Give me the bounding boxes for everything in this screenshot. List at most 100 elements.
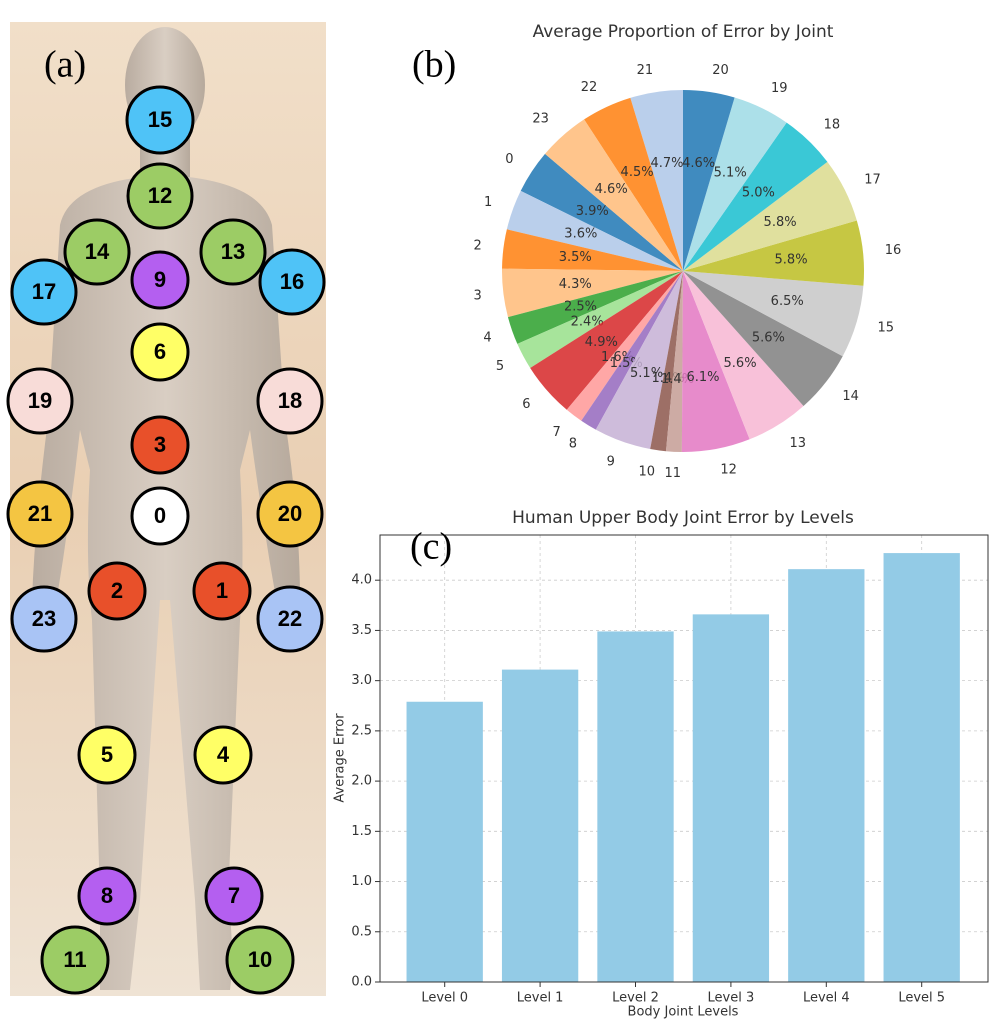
joint-marker xyxy=(6,367,74,435)
joint-marker xyxy=(204,866,264,926)
joint-label: 11 xyxy=(63,947,86,972)
value-label: 4.5% xyxy=(621,165,654,180)
value-label: 4.3% xyxy=(559,277,592,292)
x-tick-label: Level 3 xyxy=(708,991,755,1006)
joint-label: 3 xyxy=(154,432,166,457)
pie-slice xyxy=(665,271,683,452)
joint-label: 0 xyxy=(154,503,166,528)
value-label: 2.4% xyxy=(571,315,604,330)
x-tick-label: Level 4 xyxy=(803,991,850,1006)
pie-slice xyxy=(507,271,683,344)
joint-label: 4 xyxy=(217,742,230,767)
slice-label: 9 xyxy=(607,454,615,469)
bar xyxy=(406,701,483,982)
slice-label: 14 xyxy=(842,389,859,404)
value-label: 5.6% xyxy=(724,356,757,371)
joint-marker xyxy=(193,725,253,785)
pie-slice xyxy=(506,190,683,271)
value-label: 6.1% xyxy=(686,370,719,385)
pie-slice xyxy=(584,97,683,272)
slice-label: 8 xyxy=(569,436,577,451)
panel-label: (a) xyxy=(44,44,86,86)
joint-marker xyxy=(256,585,324,653)
y-tick-label: 2.0 xyxy=(351,774,372,789)
joint-label: 2 xyxy=(111,578,123,603)
joint-label: 7 xyxy=(228,883,240,908)
slice-label: 3 xyxy=(474,288,482,303)
joint-label: 8 xyxy=(101,883,113,908)
value-label: 3.9% xyxy=(576,204,609,219)
joint-marker xyxy=(225,925,295,995)
bar xyxy=(788,569,865,982)
joint-label: 10 xyxy=(248,947,272,972)
pie-slice xyxy=(595,271,683,450)
x-tick-label: Level 5 xyxy=(898,991,945,1006)
value-label: 5.8% xyxy=(775,253,808,268)
value-label: 3.5% xyxy=(559,250,592,265)
pie-slice xyxy=(683,271,864,357)
bar xyxy=(692,614,770,982)
value-label: 3.6% xyxy=(564,227,597,242)
joint-marker xyxy=(199,218,267,286)
slice-label: 12 xyxy=(720,463,737,478)
joint-label: 1 xyxy=(216,578,228,603)
joint-label: 15 xyxy=(148,107,172,132)
joint-marker xyxy=(126,162,194,230)
joint-label: 13 xyxy=(221,239,245,264)
pie-slice xyxy=(502,268,683,318)
pie: 03.9%13.6%23.5%34.3%42.5%52.4%64.9%71.6%… xyxy=(474,63,902,481)
bar xyxy=(883,553,960,982)
pie-slice xyxy=(683,122,828,271)
pie-slice xyxy=(683,97,787,271)
slice-label: 21 xyxy=(637,63,654,78)
joint-marker xyxy=(125,85,195,155)
value-label: 4.6% xyxy=(595,182,628,197)
y-tick-label: 2.5 xyxy=(351,723,372,738)
slice-label: 11 xyxy=(665,466,682,481)
joint-marker xyxy=(192,561,252,621)
slice-label: 6 xyxy=(522,397,530,412)
joint-label: 18 xyxy=(278,388,302,413)
pie-slice xyxy=(683,220,865,286)
pie-slice xyxy=(566,271,683,421)
slice-label: 4 xyxy=(483,330,491,345)
value-label: 4.6% xyxy=(682,156,715,171)
slice-label: 19 xyxy=(771,81,788,96)
joint-marker xyxy=(77,866,137,926)
pie-slice xyxy=(520,153,683,271)
joint-label: 21 xyxy=(28,501,52,526)
joint-label: 23 xyxy=(32,606,56,631)
joint-label: 16 xyxy=(280,269,304,294)
slice-label: 23 xyxy=(532,111,549,126)
value-label: 4.9% xyxy=(585,335,618,350)
pie-slice xyxy=(517,271,683,368)
joint-marker xyxy=(130,322,190,382)
slice-label: 18 xyxy=(824,117,841,132)
bar xyxy=(501,669,579,982)
slice-label: 13 xyxy=(789,436,806,451)
joint-marker xyxy=(130,250,190,310)
value-label: 5.0% xyxy=(742,185,775,200)
joint-marker xyxy=(10,585,78,653)
slice-label: 20 xyxy=(712,63,729,78)
joint-marker xyxy=(6,480,74,548)
pie-slice xyxy=(683,90,735,271)
slice-label: 5 xyxy=(496,359,504,374)
x-tick-label: Level 0 xyxy=(421,991,468,1006)
joint-marker xyxy=(256,480,324,548)
pie-slice xyxy=(681,271,750,452)
joint-marker xyxy=(87,561,147,621)
slice-label: 15 xyxy=(877,321,894,336)
y-axis-label: Average Error xyxy=(333,713,348,803)
pie-slice xyxy=(650,271,683,452)
slice-label: 10 xyxy=(639,464,656,479)
y-tick-label: 4.0 xyxy=(351,573,372,588)
value-label: 2.5% xyxy=(564,299,597,314)
pie-slice xyxy=(683,271,804,440)
chart-title: Average Proportion of Error by Joint xyxy=(533,22,834,42)
joint-marker xyxy=(256,367,324,435)
joint-marker xyxy=(130,486,190,546)
chart-title: Human Upper Body Joint Error by Levels xyxy=(512,508,854,528)
